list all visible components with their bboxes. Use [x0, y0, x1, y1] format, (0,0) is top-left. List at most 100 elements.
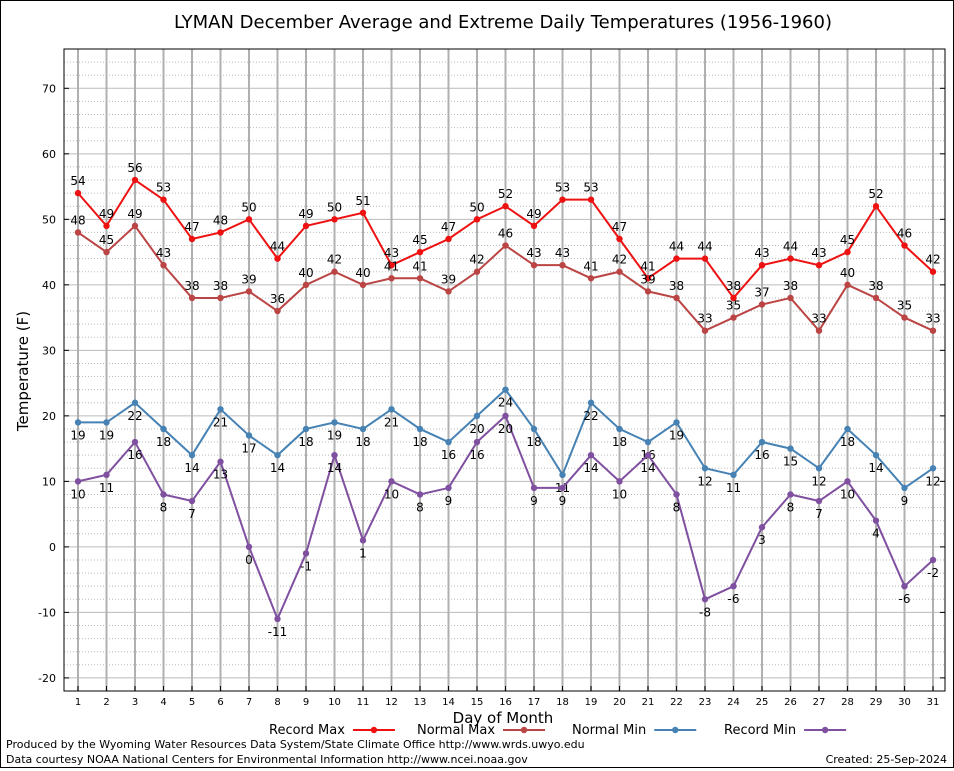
y-tick-label: 70 [42, 82, 56, 95]
data-label: 41 [640, 259, 655, 273]
x-tick-label: 15 [471, 697, 484, 708]
y-tick-label: -10 [38, 606, 56, 619]
data-point [787, 294, 794, 302]
data-point [730, 314, 737, 321]
data-point [160, 261, 167, 269]
data-label: 52 [498, 187, 513, 201]
data-point [188, 235, 196, 243]
data-label: 18 [412, 435, 427, 449]
y-axis-label: Temperature (F) [14, 311, 32, 432]
data-point [587, 451, 595, 459]
legend-swatch-marker [520, 726, 528, 734]
data-point [815, 465, 823, 472]
data-point [530, 261, 538, 269]
data-point [245, 288, 253, 295]
data-label: 12 [811, 474, 826, 488]
data-point [359, 537, 367, 544]
x-tick-label: 14 [442, 697, 455, 708]
data-label: 1 [359, 546, 367, 560]
x-tick-label: 7 [246, 697, 252, 708]
data-label: 44 [270, 240, 285, 254]
data-point [274, 255, 281, 262]
data-label: 33 [925, 312, 940, 326]
data-label: 17 [241, 442, 256, 456]
data-point [815, 497, 823, 505]
x-tick-label: 19 [585, 697, 598, 708]
data-label: 38 [726, 279, 741, 293]
legend-item-normal-min: Normal Min [572, 723, 697, 738]
data-label: 43 [811, 246, 826, 260]
data-label: 11 [99, 481, 114, 495]
data-point [616, 268, 623, 275]
data-label: 42 [925, 253, 940, 267]
data-label: 44 [783, 240, 798, 254]
data-point [416, 491, 424, 498]
data-label: -11 [268, 625, 288, 639]
data-point [815, 261, 823, 269]
data-label: 9 [559, 494, 567, 508]
x-tick-label: 29 [870, 697, 883, 708]
data-label: 20 [498, 422, 513, 436]
data-label: -2 [927, 566, 939, 580]
data-point [217, 294, 224, 302]
x-tick-label: 31 [927, 697, 940, 708]
data-label: 45 [412, 233, 427, 247]
data-label: 14 [583, 461, 598, 475]
data-point [74, 478, 82, 485]
data-label: 39 [640, 272, 655, 286]
data-point [502, 386, 509, 393]
data-point [701, 465, 709, 472]
data-label: 52 [868, 187, 883, 201]
data-point [131, 399, 139, 406]
data-point [559, 484, 566, 492]
data-point [844, 478, 851, 485]
y-tick-label: 40 [42, 279, 56, 292]
data-label: 12 [697, 474, 712, 488]
data-point [872, 294, 880, 302]
data-point [616, 235, 623, 243]
data-point [530, 222, 538, 230]
data-point [103, 419, 110, 426]
data-point [559, 471, 566, 479]
data-label: 19 [327, 428, 342, 442]
data-point [274, 451, 281, 459]
data-label: 43 [754, 246, 769, 260]
y-tick-label: 50 [42, 213, 56, 226]
data-label: 47 [184, 220, 199, 234]
x-tick-label: 30 [898, 697, 911, 708]
data-point [131, 438, 139, 446]
data-point [416, 425, 424, 433]
data-label: 14 [327, 461, 342, 475]
data-label: 8 [787, 500, 795, 514]
data-point [445, 484, 452, 492]
data-point [331, 419, 338, 426]
data-label: 45 [840, 233, 855, 247]
data-label: 37 [754, 285, 769, 299]
data-label: 16 [754, 448, 769, 462]
x-tick-label: 10 [328, 697, 341, 708]
data-label: 47 [441, 220, 456, 234]
data-label: 8 [160, 500, 168, 514]
data-label: 53 [555, 181, 570, 195]
data-label: 21 [213, 415, 228, 429]
footer-created-date: Created: 25-Sep-2024 [825, 753, 947, 766]
legend-item-record-max: Record Max [269, 723, 395, 738]
plot-frame [63, 48, 946, 692]
data-label: 33 [811, 312, 826, 326]
data-label: 8 [416, 500, 424, 514]
data-point [416, 275, 424, 282]
data-point [274, 615, 281, 623]
x-tick-label: 16 [499, 697, 512, 708]
data-point [644, 275, 652, 282]
data-label: -1 [300, 559, 312, 573]
x-tick-label: 18 [556, 697, 569, 708]
legend-item-record-min: Record Min [724, 723, 847, 738]
data-label: 10 [384, 487, 399, 501]
data-point [245, 432, 253, 439]
data-point [131, 222, 139, 230]
x-tick-label: 23 [699, 697, 712, 708]
data-label: 49 [127, 207, 142, 221]
data-label: 33 [697, 312, 712, 326]
data-label: 53 [156, 181, 171, 195]
data-label: 45 [99, 233, 114, 247]
